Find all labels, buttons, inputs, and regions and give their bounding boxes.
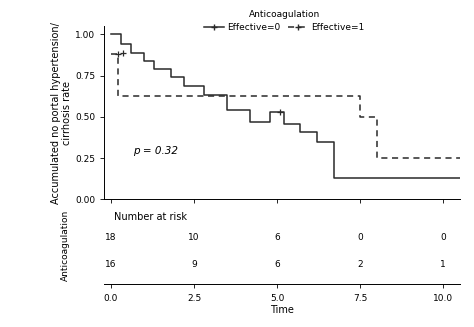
Legend: Effective=0, Effective=1: Effective=0, Effective=1 [201, 6, 368, 36]
Text: 9: 9 [191, 260, 197, 269]
Text: p = 0.32: p = 0.32 [133, 146, 178, 156]
Text: 18: 18 [105, 233, 117, 242]
Text: 2: 2 [357, 260, 363, 269]
Text: 16: 16 [105, 260, 117, 269]
Text: 6: 6 [274, 233, 280, 242]
Text: 0: 0 [440, 233, 446, 242]
Text: 0: 0 [357, 233, 363, 242]
Text: 1: 1 [440, 260, 446, 269]
X-axis label: Time: Time [270, 305, 294, 315]
Y-axis label: Accumulated no portal hypertension/ cirrhosis rate: Accumulated no portal hypertension/ cirr… [51, 22, 73, 204]
Text: 6: 6 [274, 260, 280, 269]
Text: Number at risk: Number at risk [114, 213, 187, 222]
Y-axis label: Anticoagulation: Anticoagulation [61, 210, 70, 281]
Text: 10: 10 [188, 233, 200, 242]
